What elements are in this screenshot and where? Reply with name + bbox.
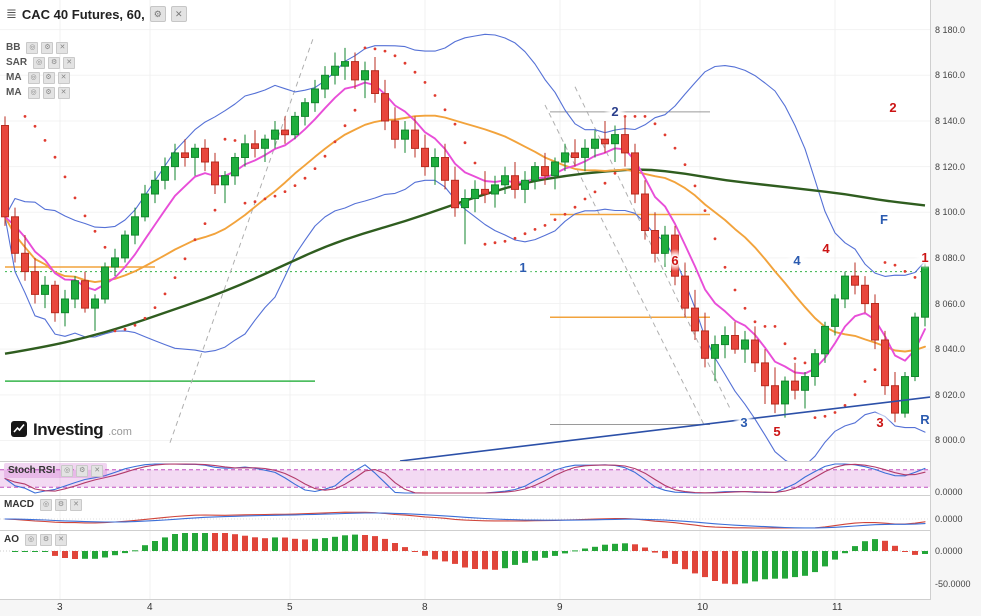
indicator-remove-icon[interactable]: ✕ bbox=[56, 41, 69, 54]
investing-logo-icon bbox=[11, 421, 27, 437]
price-tick-label: 8 120.0 bbox=[935, 161, 966, 172]
chart-title: CAC 40 Futures, 60, bbox=[21, 6, 145, 22]
wave-annotation[interactable]: 4 bbox=[786, 249, 808, 272]
panel-separator[interactable] bbox=[0, 461, 981, 462]
panel-value-label: 0.0000 bbox=[935, 514, 963, 524]
panel-indicator-label[interactable]: AO bbox=[4, 534, 19, 545]
investing-logo: Investing .com bbox=[10, 420, 132, 440]
chart-settings-icon[interactable]: ⚙ bbox=[149, 6, 166, 22]
price-tick-label: 8 140.0 bbox=[935, 115, 966, 126]
main-price-chart[interactable] bbox=[0, 0, 931, 461]
indicator-label[interactable]: MA bbox=[6, 72, 22, 83]
time-tick-label: 8 bbox=[422, 602, 428, 613]
indicator-settings-icon[interactable]: ⚙ bbox=[55, 498, 67, 511]
time-tick-label: 3 bbox=[57, 602, 63, 613]
wave-annotation[interactable]: 2 bbox=[604, 100, 626, 123]
indicator-settings-icon[interactable]: ⚙ bbox=[42, 71, 55, 84]
indicator-remove-icon[interactable]: ✕ bbox=[57, 86, 70, 99]
wave-annotation[interactable]: F bbox=[873, 208, 895, 231]
price-tick-label: 8 000.0 bbox=[935, 435, 966, 446]
indicator-settings-icon[interactable]: ⚙ bbox=[41, 41, 54, 54]
time-tick-label: 10 bbox=[697, 602, 709, 613]
indicator-visibility-icon[interactable]: ◎ bbox=[27, 86, 40, 99]
price-axis[interactable]: 8 180.0 8 160.0 8 140.0 8 120.0 8 100.0 8 080… bbox=[931, 0, 981, 600]
indicator-row-ma-2: MA ◎ ⚙ ✕ bbox=[6, 70, 75, 85]
indicator-visibility-icon[interactable]: ◎ bbox=[27, 71, 40, 84]
panel-value-label: 0.0000 bbox=[935, 546, 963, 556]
price-tick-label: 8 160.0 bbox=[935, 70, 966, 81]
panel-separator[interactable] bbox=[0, 495, 981, 496]
indicator-settings-icon[interactable]: ⚙ bbox=[42, 86, 55, 99]
price-tick-label: 8 060.0 bbox=[935, 298, 966, 309]
axis-separator bbox=[930, 0, 931, 600]
indicator-legend: BB ◎ ⚙ ✕ SAR ◎ ⚙ ✕ MA ◎ ⚙ ✕ MA ◎ ⚙ ✕ bbox=[6, 40, 76, 100]
indicator-visibility-icon[interactable]: ◎ bbox=[33, 56, 46, 69]
indicator-visibility-icon[interactable]: ◎ bbox=[40, 498, 52, 511]
chart-close-icon[interactable]: ✕ bbox=[170, 6, 187, 22]
wave-annotation[interactable]: 5 bbox=[766, 420, 788, 443]
indicator-label[interactable]: BB bbox=[6, 42, 21, 53]
symbol-menu-icon[interactable]: ≣ bbox=[6, 6, 17, 21]
indicator-label[interactable]: MA bbox=[6, 87, 22, 98]
panel-indicator-label[interactable]: Stoch RSI bbox=[8, 465, 56, 476]
indicator-remove-icon[interactable]: ✕ bbox=[63, 56, 76, 69]
indicator-settings-icon[interactable]: ⚙ bbox=[76, 464, 89, 477]
indicator-label[interactable]: SAR bbox=[6, 57, 28, 68]
panel-label-macd: MACD ◎ ⚙ ✕ bbox=[4, 497, 82, 512]
wave-annotation[interactable]: 4 bbox=[815, 237, 837, 260]
stoch-rsi-panel[interactable] bbox=[0, 462, 931, 495]
indicator-visibility-icon[interactable]: ◎ bbox=[25, 533, 37, 546]
price-tick-label: 8 080.0 bbox=[935, 252, 966, 263]
indicator-row-ma-3: MA ◎ ⚙ ✕ bbox=[6, 85, 75, 100]
wave-annotation[interactable]: 3 bbox=[733, 411, 755, 434]
price-tick-label: 8 020.0 bbox=[935, 389, 966, 400]
panel-label-ao: AO ◎ ⚙ ✕ bbox=[4, 532, 67, 547]
time-tick-label: 11 bbox=[832, 602, 843, 613]
time-tick-label: 4 bbox=[147, 602, 153, 613]
indicator-remove-icon[interactable]: ✕ bbox=[70, 498, 82, 511]
indicator-settings-icon[interactable]: ⚙ bbox=[48, 56, 61, 69]
panel-value-label: -50.0000 bbox=[935, 579, 971, 589]
panel-separator[interactable] bbox=[0, 530, 981, 531]
panel-separator bbox=[0, 599, 981, 600]
indicator-remove-icon[interactable]: ✕ bbox=[91, 464, 104, 477]
macd-panel[interactable] bbox=[0, 496, 931, 530]
indicator-visibility-icon[interactable]: ◎ bbox=[26, 41, 39, 54]
indicator-settings-icon[interactable]: ⚙ bbox=[40, 533, 52, 546]
indicator-visibility-icon[interactable]: ◎ bbox=[61, 464, 74, 477]
time-tick-label: 5 bbox=[287, 602, 293, 613]
ao-panel[interactable] bbox=[0, 531, 931, 599]
wave-annotation[interactable]: 1 bbox=[512, 256, 534, 278]
panel-label-stoch-rsi: Stoch RSI ◎ ⚙ ✕ bbox=[4, 463, 108, 478]
price-tick-label: 8 180.0 bbox=[935, 24, 966, 35]
panel-indicator-label[interactable]: MACD bbox=[4, 499, 34, 510]
investing-logo-suffix: .com bbox=[108, 426, 132, 438]
investing-logo-text: Investing bbox=[33, 420, 104, 439]
time-tick-label: 9 bbox=[557, 602, 563, 613]
indicator-remove-icon[interactable]: ✕ bbox=[55, 533, 67, 546]
indicator-row-sar-1: SAR ◎ ⚙ ✕ bbox=[6, 55, 76, 70]
wave-annotation[interactable]: 6 bbox=[664, 249, 686, 272]
time-axis[interactable]: 3 4 5 8 9 10 11 bbox=[0, 600, 981, 616]
wave-annotation[interactable]: 2 bbox=[882, 96, 904, 119]
panel-value-label: 0.0000 bbox=[935, 487, 963, 497]
indicator-row-bb-0: BB ◎ ⚙ ✕ bbox=[6, 40, 75, 55]
price-tick-label: 8 040.0 bbox=[935, 344, 966, 355]
chart-header: ≣ CAC 40 Futures, 60, ⚙ ✕ bbox=[6, 6, 187, 22]
indicator-remove-icon[interactable]: ✕ bbox=[57, 71, 70, 84]
price-tick-label: 8 100.0 bbox=[935, 207, 966, 218]
wave-annotation[interactable]: 3 bbox=[869, 411, 891, 434]
